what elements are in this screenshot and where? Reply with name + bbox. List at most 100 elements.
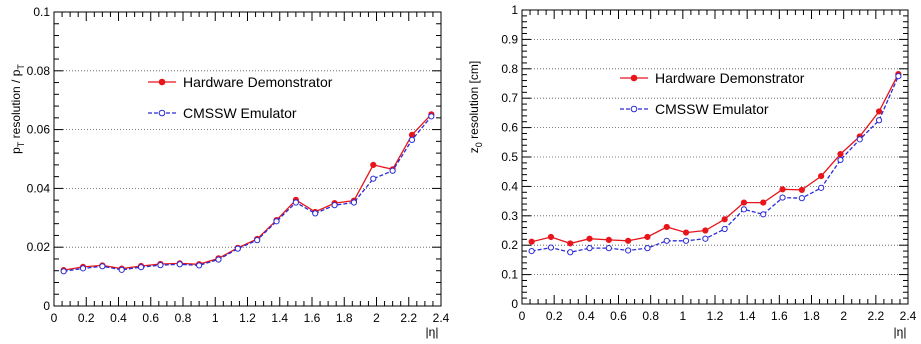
x-axis-title: |η| (894, 325, 907, 339)
emulator-data-point (895, 73, 902, 80)
x-tick-label: 2 (840, 309, 847, 323)
hardware-data-point (702, 227, 709, 234)
emulator-data-point (625, 247, 632, 254)
hardware-data-point (663, 223, 670, 231)
y-tick-label: 0 (511, 297, 518, 311)
y-tick-label: 0.06 (27, 123, 51, 137)
legend-marker (630, 105, 638, 113)
emulator-data-point (370, 175, 377, 182)
emulator-data-point (856, 136, 863, 143)
emulator-data-point (644, 245, 651, 252)
x-tick-label: 1.8 (336, 311, 353, 325)
x-tick-label: 1.4 (739, 309, 756, 323)
x-tick-label: 1.2 (239, 311, 256, 325)
y-tick-label: 0.1 (33, 5, 50, 19)
emulator-data-point (350, 199, 358, 206)
hardware-data-point (779, 186, 786, 193)
emulator-data-point (682, 237, 690, 244)
emulator-series-line (63, 115, 432, 272)
x-tick-label: 1 (212, 311, 219, 325)
y-tick-label: 0.9 (501, 32, 518, 46)
x-tick-label: 0.2 (78, 311, 95, 325)
hardware-data-point (760, 199, 767, 206)
emulator-data-point (663, 237, 670, 244)
emulator-data-point (196, 262, 203, 269)
y-tick-label: 0.08 (27, 64, 51, 78)
plot-frame (53, 11, 442, 307)
emulator-data-point (60, 268, 67, 275)
x-tick-label: 0.8 (642, 309, 659, 323)
legend-label: Hardware Demonstrator (183, 74, 333, 90)
hardware-data-point (547, 233, 555, 241)
hardware-data-point (818, 173, 825, 180)
emulator-data-point (157, 262, 164, 269)
legend-marker (158, 78, 166, 86)
emulator-data-point (137, 264, 145, 271)
x-tick-label: 2.2 (400, 311, 417, 325)
hardware-data-point (721, 216, 728, 223)
hardware-data-point (798, 186, 805, 194)
emulator-data-point (586, 245, 593, 252)
hardware-data-point (625, 237, 632, 244)
hardware-data-point (740, 199, 748, 206)
hardware-data-point (528, 238, 535, 245)
x-tick-label: 2.4 (900, 309, 917, 323)
emulator-data-point (312, 210, 319, 217)
legend-label: CMSSW Emulator (655, 101, 769, 117)
x-tick-label: 0 (519, 309, 526, 323)
emulator-data-point (428, 113, 435, 120)
emulator-data-point (875, 117, 883, 124)
y-tick-label: 0.8 (501, 62, 518, 76)
y-tick-label: 1 (511, 3, 518, 17)
hardware-data-point (875, 108, 883, 115)
emulator-data-point (818, 184, 825, 191)
emulator-data-point (79, 265, 87, 272)
emulator-data-point (234, 245, 241, 252)
y-axis-title: pT resolution / pT (9, 64, 26, 154)
hardware-data-point (837, 150, 844, 158)
emulator-data-point (331, 202, 338, 209)
hardware-data-point (567, 240, 574, 247)
emulator-series-line (531, 75, 899, 253)
emulator-data-point (567, 249, 574, 256)
y-tick-label: 0.3 (501, 209, 518, 223)
emulator-data-point (798, 195, 805, 202)
y-tick-label: 0.1 (501, 268, 518, 282)
emulator-data-point (721, 225, 728, 233)
x-axis-title: |η| (426, 325, 439, 339)
emulator-data-point (547, 244, 555, 251)
legend-label: CMSSW Emulator (183, 105, 297, 121)
emulator-data-point (760, 211, 767, 218)
x-tick-label: 0.6 (610, 309, 627, 323)
hardware-data-point (682, 229, 690, 236)
x-tick-label: 0.4 (110, 311, 127, 325)
emulator-data-point (292, 199, 299, 206)
x-tick-label: 0.8 (175, 311, 192, 325)
emulator-data-point (215, 256, 222, 263)
y-tick-label: 0.5 (501, 150, 518, 164)
hardware-data-point (644, 233, 651, 241)
x-tick-label: 0.6 (142, 311, 159, 325)
y-tick-label: 0 (43, 299, 50, 313)
emulator-data-point (740, 206, 748, 213)
x-tick-label: 2.2 (867, 309, 884, 323)
x-tick-label: 2.4 (433, 311, 450, 325)
emulator-data-point (779, 194, 786, 201)
x-tick-label: 1.8 (803, 309, 820, 323)
y-tick-label: 0.04 (27, 181, 51, 195)
y-tick-label: 0.4 (501, 179, 518, 193)
x-tick-label: 1.6 (771, 309, 788, 323)
emulator-data-point (408, 136, 416, 143)
x-tick-label: 2 (373, 311, 380, 325)
pt-resolution-chart: 0 0.02 0.04 0.06 0.08 0.1 0 0.2 0.4 0.6 0.8 1 1.2 1.4… (9, 5, 450, 339)
emulator-data-point (99, 263, 106, 270)
emulator-data-point (702, 235, 709, 242)
legend-label: Hardware Demonstrator (655, 70, 805, 86)
x-tick-label: 1.4 (271, 311, 288, 325)
x-tick-label: 1.2 (707, 309, 724, 323)
emulator-data-point (118, 266, 125, 273)
emulator-data-point (837, 156, 844, 164)
x-tick-label: 0 (51, 311, 58, 325)
hardware-series-line (63, 113, 432, 271)
